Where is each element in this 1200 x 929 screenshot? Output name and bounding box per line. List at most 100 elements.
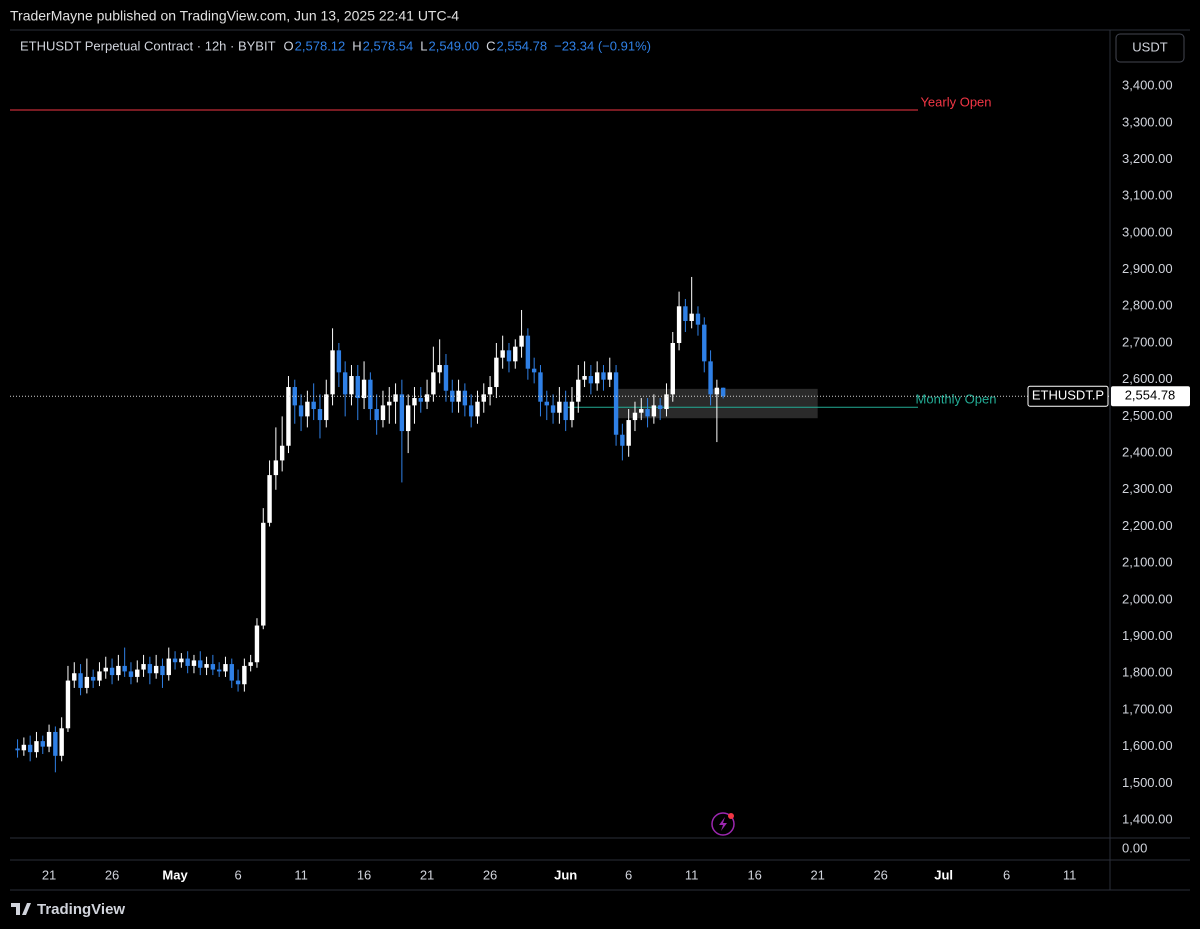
- candle-body: [431, 372, 436, 395]
- currency-box[interactable]: [1115, 33, 1185, 63]
- candle-body: [544, 401, 549, 406]
- y-tick-label: 2,900.00: [1122, 261, 1173, 276]
- candle-body: [393, 394, 398, 402]
- candle-body: [626, 420, 631, 446]
- candle-body: [487, 387, 493, 395]
- legend-change: −23.34 (−0.91%): [554, 38, 651, 53]
- candle-body: [34, 741, 39, 753]
- alert-dot: [728, 813, 734, 819]
- x-tick-label: Jul: [934, 867, 953, 882]
- x-tick-label: 16: [357, 867, 371, 882]
- candle-body: [27, 744, 33, 753]
- candle-body: [21, 744, 27, 751]
- candle-body: [65, 680, 71, 729]
- candle-body: [229, 664, 234, 681]
- candle-body: [90, 676, 96, 681]
- candle-body: [594, 372, 600, 384]
- candle-body: [368, 379, 373, 410]
- y-tick-label: 2,400.00: [1122, 445, 1173, 460]
- alert-icon[interactable]: [711, 812, 735, 836]
- candle-body: [412, 398, 417, 406]
- legend-value: 2,578.54: [363, 38, 414, 53]
- candle-body: [15, 748, 20, 751]
- candle-body: [185, 658, 190, 666]
- candle-body: [172, 658, 178, 663]
- candle-body: [513, 346, 518, 362]
- x-tick-label: 6: [234, 867, 241, 882]
- price-badge: [1111, 386, 1190, 407]
- candle-body: [116, 665, 121, 676]
- symbol-badge: [1027, 385, 1109, 407]
- candle-body: [405, 405, 411, 432]
- y-tick-label: 2,800.00: [1122, 298, 1173, 313]
- candle-body: [450, 390, 455, 402]
- y-tick-label: 1,400.00: [1122, 811, 1173, 826]
- candle-body: [361, 379, 367, 399]
- candle-body: [576, 379, 581, 402]
- currency[interactable]: USDT: [1132, 39, 1167, 54]
- x-tick-label: 11: [685, 867, 699, 882]
- candle-body: [531, 368, 537, 373]
- candle-body: [714, 387, 720, 395]
- x-tick-label: 11: [294, 867, 308, 882]
- candle-body: [160, 665, 165, 676]
- candle-body: [292, 387, 297, 406]
- candle-body: [607, 372, 612, 380]
- candle-body: [53, 731, 58, 756]
- candle-body: [437, 365, 442, 373]
- legend-key: H: [352, 38, 361, 53]
- candle-body: [651, 405, 657, 417]
- level-label: Yearly Open: [920, 94, 991, 109]
- candle-body: [191, 660, 197, 666]
- y-tick-label: 1,500.00: [1122, 775, 1173, 790]
- candle-body: [153, 665, 159, 674]
- y-tick-label: 2,600.00: [1122, 371, 1173, 386]
- brand: TradingView: [37, 901, 125, 918]
- y-tick-label: 3,100.00: [1122, 188, 1173, 203]
- candle-body: [267, 475, 272, 523]
- x-tick-label: 16: [747, 867, 761, 882]
- candle-body: [670, 342, 675, 395]
- candle-body: [639, 409, 644, 413]
- candle-body: [456, 390, 461, 402]
- candle-body: [387, 401, 392, 406]
- alert-icon[interactable]: [719, 817, 727, 831]
- candle-body: [59, 728, 64, 756]
- candle-body: [620, 434, 625, 446]
- candle-body: [582, 376, 587, 380]
- legend-key: C: [486, 38, 495, 53]
- candle-body: [695, 313, 701, 325]
- candle-body: [538, 372, 543, 402]
- candle-body: [588, 376, 594, 384]
- candle-body: [273, 460, 279, 476]
- candle-body: [235, 680, 241, 685]
- candle-body: [342, 372, 348, 395]
- candle-body: [286, 387, 291, 446]
- candle-body: [336, 350, 342, 373]
- candle-body: [720, 387, 726, 397]
- candle-body: [254, 625, 260, 663]
- candle-body: [198, 660, 203, 668]
- x-tick-label: 26: [483, 867, 497, 882]
- y-tick-label: 3,000.00: [1122, 224, 1173, 239]
- x-tick-label: 21: [42, 867, 56, 882]
- candle-body: [500, 350, 505, 358]
- y-tick-label: 3,300.00: [1122, 114, 1173, 129]
- candle-body: [689, 313, 694, 321]
- candle-body: [46, 731, 52, 747]
- candle-body: [242, 665, 247, 685]
- candle-body: [216, 669, 222, 672]
- candle-body: [494, 357, 499, 388]
- candle-body: [223, 664, 228, 672]
- y-tick-label: 2,200.00: [1122, 518, 1173, 533]
- brand-logo: [11, 903, 31, 915]
- candle-body: [135, 669, 140, 677]
- x-tick-label: 21: [810, 867, 824, 882]
- legend-value: 2,578.12: [295, 38, 346, 53]
- candle-body: [355, 376, 360, 399]
- candle-body: [97, 671, 102, 681]
- candle-body: [311, 401, 316, 410]
- candle-body: [147, 664, 153, 674]
- candle-body: [380, 405, 386, 421]
